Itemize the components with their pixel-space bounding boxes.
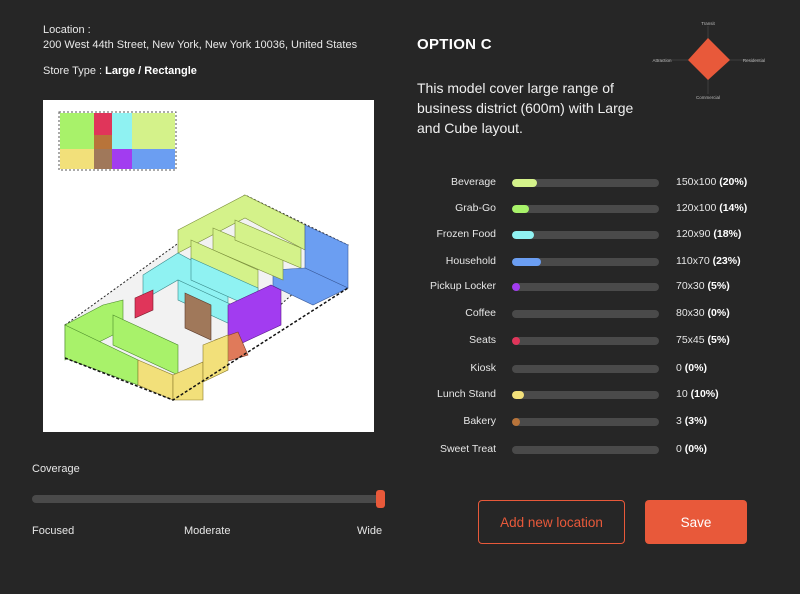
- category-bar: [512, 310, 659, 318]
- isometric-floorplan: [58, 111, 349, 401]
- category-bar: [512, 179, 659, 187]
- category-name: Bakery: [463, 415, 496, 427]
- coverage-tick-moderate: Moderate: [184, 525, 231, 537]
- category-value: 10 (10%): [676, 388, 719, 400]
- category-bar: [512, 205, 659, 213]
- category-name: Coffee: [465, 307, 496, 319]
- location-address: 200 West 44th Street, New York, New York…: [43, 39, 358, 51]
- location-label: Location :: [43, 24, 91, 36]
- category-name: Sweet Treat: [439, 443, 496, 455]
- category-row: Sweet Treat 0 (0%): [400, 443, 780, 457]
- coverage-slider-thumb[interactable]: [376, 490, 385, 508]
- coverage-label: Coverage: [32, 463, 80, 475]
- category-bar-fill: [512, 231, 535, 239]
- option-title: OPTION C: [417, 36, 492, 53]
- category-name: Lunch Stand: [437, 388, 496, 400]
- category-bar-fill: [512, 205, 530, 213]
- coverage-slider-track[interactable]: [32, 495, 382, 503]
- coverage-tick-focused: Focused: [32, 525, 75, 537]
- radar-axis-left: Attraction: [652, 58, 672, 63]
- save-button[interactable]: Save: [645, 500, 747, 544]
- category-bar: [512, 283, 659, 291]
- category-value: 0 (0%): [676, 362, 707, 374]
- category-bar-fill: [512, 418, 520, 426]
- category-row: Lunch Stand 10 (10%): [400, 388, 780, 402]
- category-bar: [512, 337, 659, 345]
- category-bar: [512, 391, 659, 399]
- radar-axis-top: Transit: [701, 21, 715, 26]
- category-bar-fill: [512, 337, 520, 345]
- category-bar: [512, 418, 659, 426]
- category-bar: [512, 446, 659, 454]
- add-location-button[interactable]: Add new location: [478, 500, 625, 544]
- category-bar: [512, 258, 659, 266]
- category-value: 80x30 (0%): [676, 307, 730, 319]
- store-layout-illustration: [43, 100, 374, 432]
- category-value: 110x70 (23%): [676, 255, 741, 267]
- category-value: 0 (0%): [676, 443, 707, 455]
- category-name: Kiosk: [470, 362, 496, 374]
- category-bar: [512, 365, 659, 373]
- category-name: Beverage: [451, 176, 496, 188]
- category-row: Bakery 3 (3%): [400, 415, 780, 429]
- coverage-tick-wide: Wide: [357, 525, 383, 537]
- location-radar-chart: Transit Residential Commercial Attractio…: [648, 18, 768, 102]
- category-row: Beverage 150x100 (20%): [400, 176, 780, 190]
- category-name: Seats: [469, 334, 496, 346]
- radar-axis-right: Residential: [743, 58, 765, 63]
- category-value: 75x45 (5%): [676, 334, 730, 346]
- radar-axis-bottom: Commercial: [696, 95, 720, 100]
- store-type-label: Store Type :: [43, 65, 103, 77]
- category-row: Pickup Locker 70x30 (5%): [400, 280, 780, 294]
- category-value: 150x100 (20%): [676, 176, 748, 188]
- store-type: Store Type : Large / Rectangle: [43, 65, 197, 77]
- floorplan-thumbnail: [58, 111, 177, 171]
- category-bar-fill: [512, 283, 520, 291]
- category-name: Grab-Go: [455, 202, 496, 214]
- category-row: Grab-Go 120x100 (14%): [400, 202, 780, 216]
- category-row: Household 110x70 (23%): [400, 255, 780, 269]
- category-value: 120x90 (18%): [676, 228, 742, 240]
- category-value: 120x100 (14%): [676, 202, 748, 214]
- category-name: Frozen Food: [436, 228, 496, 240]
- category-bar-fill: [512, 258, 541, 266]
- category-bar: [512, 231, 659, 239]
- category-name: Household: [445, 255, 496, 267]
- category-row: Seats 75x45 (5%): [400, 334, 780, 348]
- category-row: Frozen Food 120x90 (18%): [400, 228, 780, 242]
- category-value: 3 (3%): [676, 415, 707, 427]
- store-type-value: Large / Rectangle: [105, 65, 197, 77]
- category-name: Pickup Locker: [430, 280, 496, 292]
- category-bar-fill: [512, 179, 537, 187]
- category-value: 70x30 (5%): [676, 280, 730, 292]
- category-row: Kiosk 0 (0%): [400, 362, 780, 376]
- option-description: This model cover large range of business…: [417, 80, 634, 136]
- category-bar-fill: [512, 391, 525, 399]
- category-row: Coffee 80x30 (0%): [400, 307, 780, 321]
